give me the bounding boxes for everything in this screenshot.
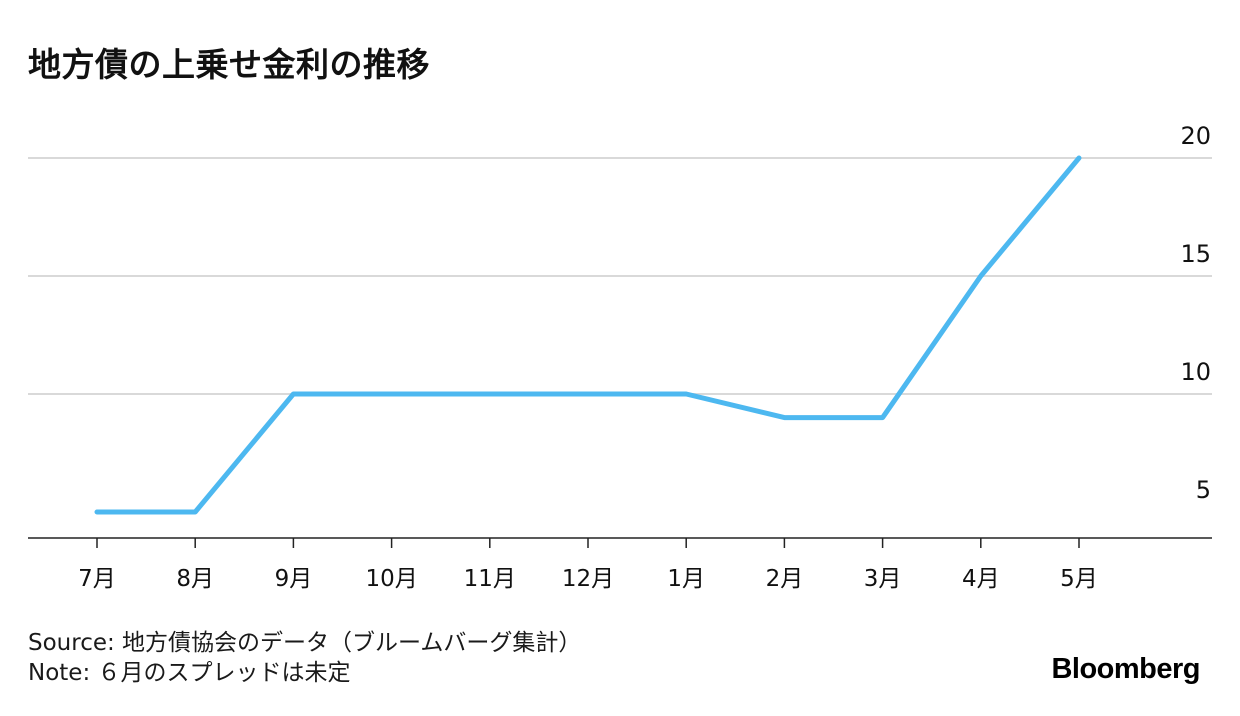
x-tick-label: 5月 bbox=[1060, 566, 1098, 592]
x-tick-label: 2月 bbox=[766, 566, 804, 592]
x-tick-label: 1月 bbox=[667, 566, 705, 592]
gridlines bbox=[28, 157, 1212, 395]
x-tick-label: 4月 bbox=[962, 566, 1000, 592]
series-line bbox=[94, 155, 1082, 515]
footer: Source: 地方債協会のデータ（ブルームバーグ集計） Note: ６月のスプ… bbox=[28, 628, 581, 688]
y-tick-label: 20 bbox=[1180, 122, 1211, 150]
y-tick-label: 5 bbox=[1196, 476, 1211, 504]
x-tick-label: 10月 bbox=[365, 566, 417, 592]
bloomberg-logo: Bloomberg bbox=[1051, 653, 1200, 685]
y-tick-label: 15 bbox=[1180, 240, 1211, 268]
y-tick-label: 10 bbox=[1180, 358, 1211, 386]
x-tick-label: 8月 bbox=[176, 566, 214, 592]
x-tick-label: 3月 bbox=[864, 566, 902, 592]
x-tick-label: 12月 bbox=[562, 566, 614, 592]
x-tick-label: 7月 bbox=[78, 566, 116, 592]
source-note: Source: 地方債協会のデータ（ブルームバーグ集計） bbox=[28, 630, 582, 656]
series bbox=[94, 155, 1082, 515]
footnote: Note: ６月のスプレッドは未定 bbox=[28, 660, 351, 686]
chart-title: 地方債の上乗せ金利の推移 bbox=[28, 45, 430, 84]
y-axis-ticks: 5 10 15 20 bbox=[1180, 122, 1211, 504]
x-tick-label: 11月 bbox=[464, 566, 516, 592]
x-axis-ticks: 7月 8月 9月 10月 11月 12月 1月 2月 3月 4月 5月 bbox=[78, 538, 1098, 592]
x-tick-label: 9月 bbox=[275, 566, 313, 592]
